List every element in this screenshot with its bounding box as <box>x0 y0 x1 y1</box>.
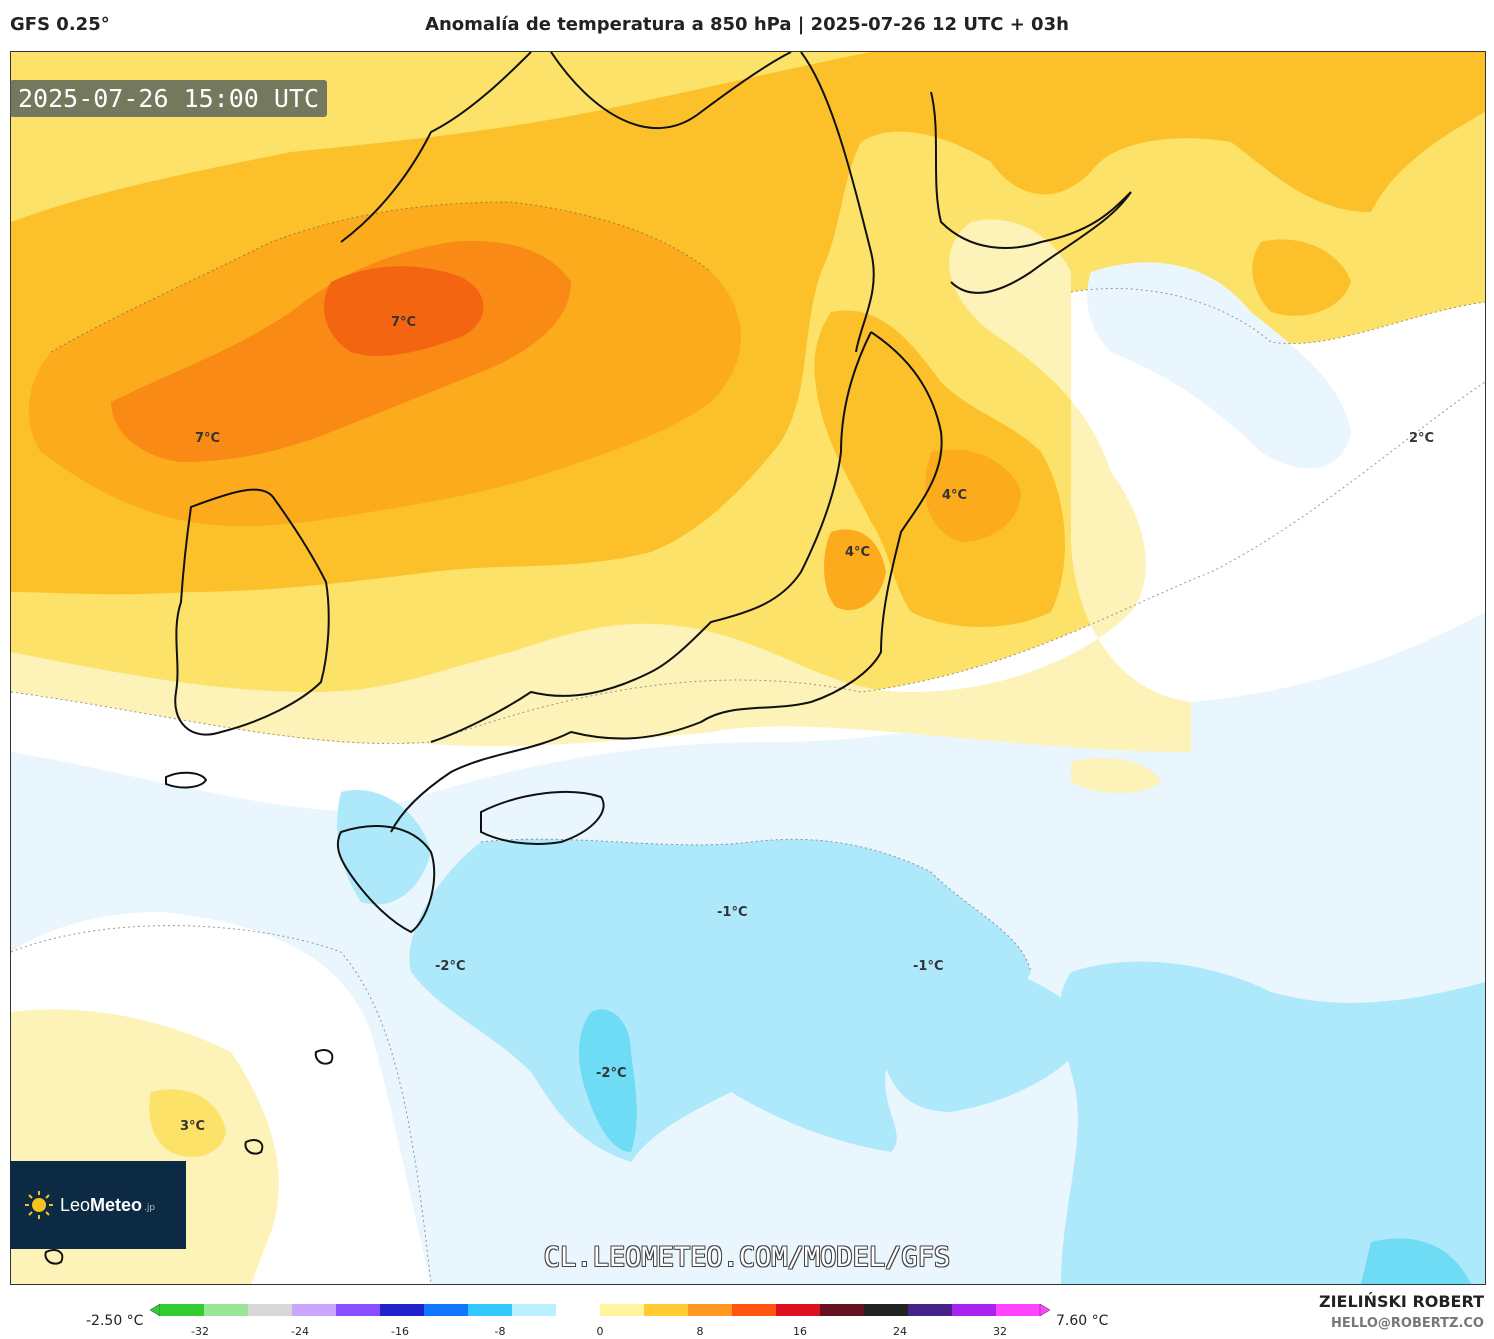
colorbar-tick-label: 16 <box>793 1325 807 1338</box>
author-name: ZIELIŃSKI ROBERT <box>1318 1292 1484 1311</box>
field-light-blue-3 <box>1059 961 1485 1284</box>
colorbar-segment <box>732 1304 777 1316</box>
map-label: 2°C <box>1409 431 1434 446</box>
colorbar-segment <box>952 1304 997 1316</box>
colorbar-segment <box>512 1304 557 1316</box>
colorbar-tick-label: -32 <box>191 1325 209 1338</box>
source-url-watermark: CL.LEOMETEO.COM/MODEL/GFS <box>543 1242 951 1273</box>
colorbar-arrow-high <box>1039 1303 1050 1317</box>
map-label: -1°C <box>913 959 943 974</box>
field-orange-japan-2 <box>824 529 886 611</box>
colorbar-tick-label: -8 <box>494 1325 506 1338</box>
model-name: GFS 0.25° <box>10 14 110 35</box>
colorbar-tick-label: 32 <box>993 1325 1007 1338</box>
map-label: -1°C <box>717 905 747 920</box>
colorbar-segment <box>380 1304 425 1316</box>
map-label: -2°C <box>596 1066 626 1081</box>
colorbar-segment <box>644 1304 689 1316</box>
colorbar-tick-label: 24 <box>893 1325 907 1338</box>
colorbar-segment <box>776 1304 821 1316</box>
colorbar-segment <box>864 1304 909 1316</box>
colorbar-max-label: 7.60 °C <box>1056 1313 1109 1329</box>
colorbar-segment <box>424 1304 469 1316</box>
colorbar-min-label: -2.50 °C <box>86 1313 144 1329</box>
map-label: 7°C <box>391 315 416 330</box>
colorbar-segment <box>908 1304 953 1316</box>
field-orange-japan <box>925 449 1021 542</box>
map-labels: 7°C 7°C 4°C 4°C 2°C -1°C -1°C -2°C -2°C … <box>180 315 1434 1134</box>
colorbar-segment <box>160 1304 205 1316</box>
map-label: 7°C <box>195 431 220 446</box>
coastlines <box>44 52 1132 1265</box>
map-label: 3°C <box>180 1119 205 1134</box>
colorbar-segment <box>336 1304 381 1316</box>
map-label: 4°C <box>942 488 967 503</box>
colorbar-tick-label: 0 <box>596 1325 604 1338</box>
map-label: 4°C <box>845 545 870 560</box>
forecast-timestamp: 2025-07-26 15:00 UTC <box>10 80 328 117</box>
colorbar-segment <box>204 1304 249 1316</box>
field-light-blue-4 <box>337 790 431 905</box>
field-pale-yellow-2 <box>1071 758 1161 794</box>
colorbar <box>150 1303 1050 1317</box>
colorbar-tick-label: 8 <box>696 1325 704 1338</box>
colorbar-segment <box>556 1304 601 1316</box>
map-title: Anomalía de temperatura a 850 hPa | 2025… <box>425 14 1069 35</box>
map-label: -2°C <box>435 959 465 974</box>
field-light-blue-2 <box>791 909 1091 1112</box>
colorbar-segment <box>248 1304 293 1316</box>
colorbar-segment <box>468 1304 513 1316</box>
author-email[interactable]: HELLO@ROBERTZ.CO <box>1330 1316 1484 1331</box>
colorbar-arrow-low <box>150 1303 161 1317</box>
temperature-anomaly-map: 7°C 7°C 4°C 4°C 2°C -1°C -1°C -2°C -2°C … <box>11 52 1485 1284</box>
field-yellow-sw <box>149 1089 226 1157</box>
colorbar-segment <box>996 1304 1041 1316</box>
field-pale-yellow-1 <box>11 219 1191 752</box>
field-gold-ne <box>1252 239 1351 316</box>
colorbar-segment <box>820 1304 865 1316</box>
map-panel: 7°C 7°C 4°C 4°C 2°C -1°C -1°C -2°C -2°C … <box>10 51 1486 1285</box>
colorbar-segment <box>600 1304 645 1316</box>
field-pale-blue-east <box>1087 262 1351 469</box>
colorbar-segment <box>688 1304 733 1316</box>
colorbar-segment <box>292 1304 337 1316</box>
field-red-orange <box>323 266 484 357</box>
logo-wordmark: LeoMeteo <box>60 1194 143 1215</box>
sun-icon <box>25 1191 53 1219</box>
field-white-east <box>1071 288 1485 702</box>
leometeo-logo[interactable]: LeoMeteo .jp <box>10 1161 186 1249</box>
field-cyan-2 <box>1361 1238 1471 1284</box>
colorbar-tick-label: -24 <box>291 1325 309 1338</box>
field-cyan-1 <box>579 1009 637 1152</box>
colorbar-tick-label: -16 <box>391 1325 409 1338</box>
logo-suffix: .jp <box>144 1203 156 1213</box>
